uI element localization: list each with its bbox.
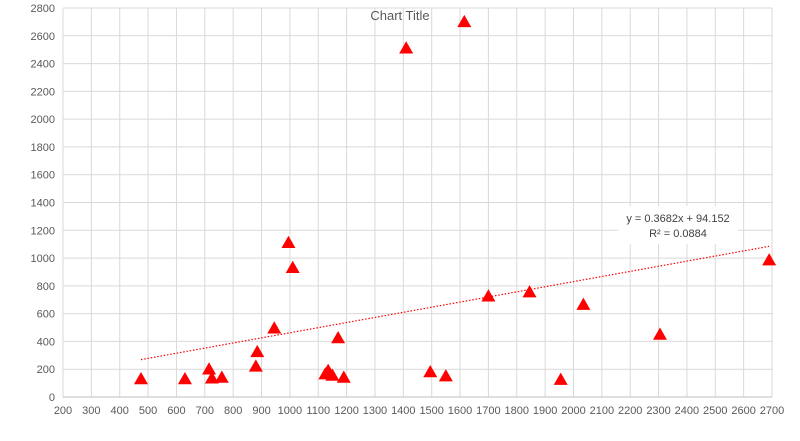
data-point-triangle <box>325 368 340 381</box>
data-point-triangle <box>267 321 282 334</box>
x-tick-label: 700 <box>196 405 214 417</box>
x-tick-label: 2600 <box>731 405 755 417</box>
x-tick-label: 1300 <box>363 405 387 417</box>
data-point-triangle <box>248 359 263 372</box>
data-point-triangle <box>652 327 667 340</box>
data-point-triangle <box>177 371 192 385</box>
gridlines <box>62 7 773 398</box>
x-tick-label: 2000 <box>561 405 585 417</box>
data-point-triangle <box>553 372 568 385</box>
x-tick-label: 1800 <box>505 405 529 417</box>
x-tick-label: 300 <box>82 405 100 417</box>
trendline-equation: y = 0.3682x + 94.152 <box>626 213 729 225</box>
y-tick-label: 200 <box>37 364 55 376</box>
data-point-triangle <box>438 369 453 382</box>
y-tick-label: 1600 <box>31 170 55 182</box>
y-tick-label: 1800 <box>31 142 55 154</box>
data-point-triangle <box>576 297 591 310</box>
y-tick-label: 1000 <box>31 253 55 265</box>
y-tick-label: 2000 <box>31 114 55 126</box>
data-point-triangle <box>336 370 351 383</box>
x-tick-label: 2400 <box>675 405 699 417</box>
data-points <box>133 14 777 385</box>
x-tick-label: 400 <box>111 405 129 417</box>
y-tick-label: 2800 <box>31 3 55 15</box>
data-point-triangle <box>399 41 414 54</box>
data-point-triangle <box>522 285 537 298</box>
x-tick-label: 600 <box>167 405 185 417</box>
data-point-triangle <box>285 260 300 274</box>
data-point-triangle <box>481 289 496 302</box>
x-tick-label: 200 <box>54 405 72 417</box>
x-tick-label: 1000 <box>278 405 302 417</box>
data-point-triangle <box>331 330 346 344</box>
trendline-label: y = 0.3682x + 94.152 R² = 0.0884 <box>618 206 738 244</box>
x-tick-label: 2700 <box>760 405 784 417</box>
trendline <box>140 245 770 361</box>
y-tick-label: 1200 <box>31 225 55 237</box>
data-point-triangle <box>281 235 296 249</box>
data-point-triangle <box>457 14 472 28</box>
trendline-group <box>140 245 770 361</box>
data-point-triangle <box>204 371 219 384</box>
data-point-triangle <box>214 370 229 383</box>
x-tick-label: 500 <box>139 405 157 417</box>
y-tick-label: 2400 <box>31 59 55 71</box>
data-point-triangle <box>250 344 265 358</box>
data-point-triangle <box>133 371 148 385</box>
data-point-triangle <box>202 362 217 375</box>
x-tick-label: 2200 <box>618 405 642 417</box>
y-tick-label: 600 <box>37 309 55 321</box>
x-tick-label: 2300 <box>646 405 670 417</box>
x-tick-label: 1200 <box>334 405 358 417</box>
x-tick-label: 1700 <box>476 405 500 417</box>
x-tick-label: 2500 <box>703 405 727 417</box>
y-tick-label: 800 <box>37 281 55 293</box>
axes: 0200400600800100012001400160018002000220… <box>31 3 785 417</box>
x-tick-label: 900 <box>252 405 270 417</box>
y-tick-label: 2200 <box>31 86 55 98</box>
y-tick-label: 400 <box>37 336 55 348</box>
x-tick-label: 800 <box>224 405 242 417</box>
data-point-triangle <box>762 253 777 266</box>
x-tick-label: 2100 <box>590 405 614 417</box>
y-tick-label: 0 <box>49 392 55 404</box>
trendline-r-squared: R² = 0.0884 <box>649 228 707 240</box>
y-tick-label: 1400 <box>31 198 55 210</box>
x-tick-label: 1600 <box>448 405 472 417</box>
data-point-triangle <box>423 364 438 378</box>
x-tick-label: 1400 <box>391 405 415 417</box>
x-tick-label: 1900 <box>533 405 557 417</box>
chart-title: Chart Title <box>370 8 429 23</box>
x-tick-label: 1500 <box>419 405 443 417</box>
x-tick-label: 1100 <box>306 405 330 417</box>
y-tick-label: 2600 <box>31 31 55 43</box>
